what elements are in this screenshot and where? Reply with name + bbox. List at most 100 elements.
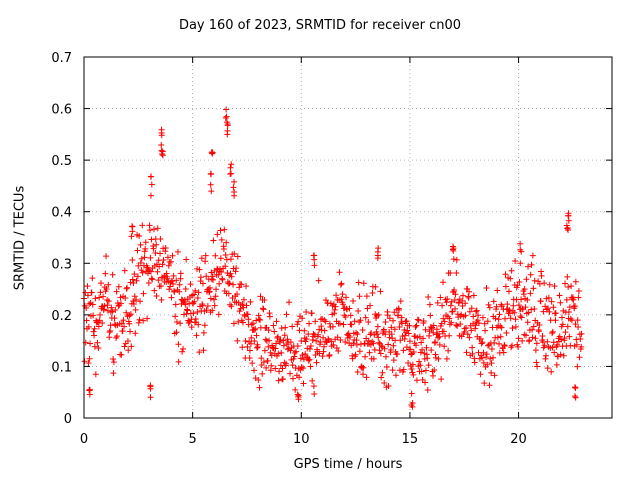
data-point	[126, 320, 133, 327]
data-point	[409, 361, 416, 368]
data-point	[224, 122, 231, 129]
data-point	[376, 347, 383, 354]
data-point	[275, 377, 282, 384]
data-point	[384, 312, 391, 319]
x-tick-label: 10	[293, 432, 310, 447]
data-point	[222, 252, 229, 259]
data-point	[127, 328, 134, 335]
data-point	[223, 239, 230, 246]
data-point	[196, 266, 203, 273]
data-point	[565, 283, 572, 290]
data-point	[354, 368, 361, 375]
data-point	[104, 302, 111, 309]
data-point	[565, 309, 572, 316]
data-point	[168, 258, 175, 265]
data-point	[375, 334, 382, 341]
data-point	[181, 296, 188, 303]
data-point	[527, 290, 534, 297]
data-point	[331, 310, 338, 317]
data-point	[141, 254, 148, 261]
data-point	[425, 294, 432, 301]
data-point	[136, 316, 143, 323]
data-point	[176, 281, 183, 288]
data-point	[576, 354, 583, 361]
data-point	[124, 337, 131, 344]
data-point	[85, 360, 92, 367]
data-point	[342, 338, 349, 345]
data-point	[334, 334, 341, 341]
data-point	[396, 324, 403, 331]
data-point	[247, 340, 254, 347]
data-point	[146, 227, 153, 234]
data-point	[206, 284, 213, 291]
data-point	[553, 361, 560, 368]
data-point	[278, 349, 285, 356]
data-point	[503, 306, 510, 313]
data-point	[292, 386, 299, 393]
data-point	[357, 341, 364, 348]
data-point	[486, 382, 493, 389]
data-point	[251, 326, 258, 333]
data-point	[306, 320, 313, 327]
data-point	[194, 295, 201, 302]
y-tick-label: 0	[64, 412, 72, 427]
data-point	[239, 344, 246, 351]
data-point	[556, 333, 563, 340]
data-point	[391, 326, 398, 333]
data-point	[130, 279, 137, 286]
data-point	[492, 315, 499, 322]
data-point	[113, 288, 120, 295]
data-point	[91, 332, 98, 339]
data-point	[481, 320, 488, 327]
data-point	[382, 319, 389, 325]
data-point	[173, 277, 180, 284]
data-point	[177, 275, 184, 282]
data-point	[575, 323, 582, 330]
data-point	[337, 336, 344, 343]
data-point	[266, 313, 273, 320]
data-point	[575, 287, 582, 294]
data-point	[379, 369, 386, 376]
data-point	[257, 293, 264, 300]
data-point	[273, 340, 280, 347]
data-point	[375, 311, 382, 318]
data-point	[257, 317, 264, 324]
data-point	[263, 364, 270, 371]
data-point	[501, 343, 508, 350]
data-point	[478, 340, 485, 347]
data-point	[260, 306, 267, 313]
data-point	[290, 375, 297, 382]
data-point	[268, 352, 275, 359]
data-point	[477, 371, 484, 378]
data-point	[159, 261, 166, 268]
data-point	[150, 245, 157, 252]
data-point	[199, 302, 206, 309]
data-point	[518, 314, 525, 321]
data-point	[491, 372, 498, 379]
data-point	[138, 255, 145, 262]
data-point	[132, 306, 139, 313]
data-point	[223, 113, 230, 120]
data-point	[294, 342, 301, 349]
data-point	[515, 302, 522, 309]
data-point	[252, 325, 259, 332]
data-point	[392, 337, 399, 344]
data-point	[538, 272, 545, 279]
data-point	[208, 188, 215, 195]
data-point	[148, 173, 155, 180]
data-point	[128, 233, 135, 240]
data-point	[238, 281, 245, 288]
data-point	[271, 328, 278, 335]
data-point	[230, 281, 237, 288]
data-point	[533, 340, 540, 347]
data-point	[400, 347, 407, 354]
data-point	[560, 352, 567, 359]
data-point	[570, 296, 577, 303]
data-point	[107, 322, 114, 329]
data-point	[296, 374, 303, 381]
data-point	[524, 296, 531, 303]
data-point	[198, 255, 205, 262]
data-point	[86, 387, 93, 394]
data-point	[214, 231, 221, 238]
data-point	[387, 346, 394, 353]
